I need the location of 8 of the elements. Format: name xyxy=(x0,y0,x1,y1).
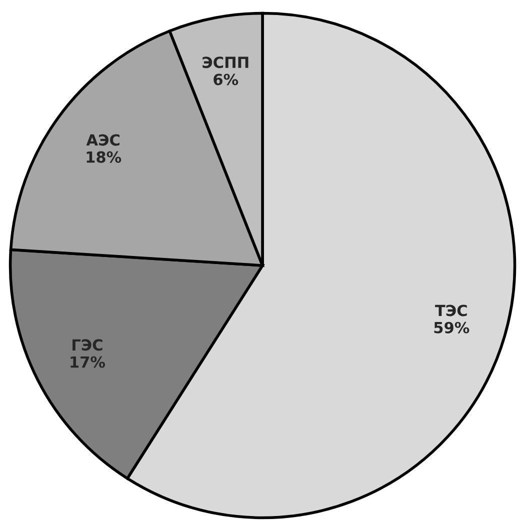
slice-label: АЭС xyxy=(86,134,120,146)
data-label: 17% xyxy=(70,356,106,368)
data-label: 6% xyxy=(214,74,238,86)
data-label: 18% xyxy=(86,151,122,163)
slice-label: ЭСПП xyxy=(202,56,248,68)
data-label: 59% xyxy=(434,322,470,334)
slice-label: ТЭС xyxy=(435,304,467,316)
slice-label: ГЭС xyxy=(72,339,102,351)
